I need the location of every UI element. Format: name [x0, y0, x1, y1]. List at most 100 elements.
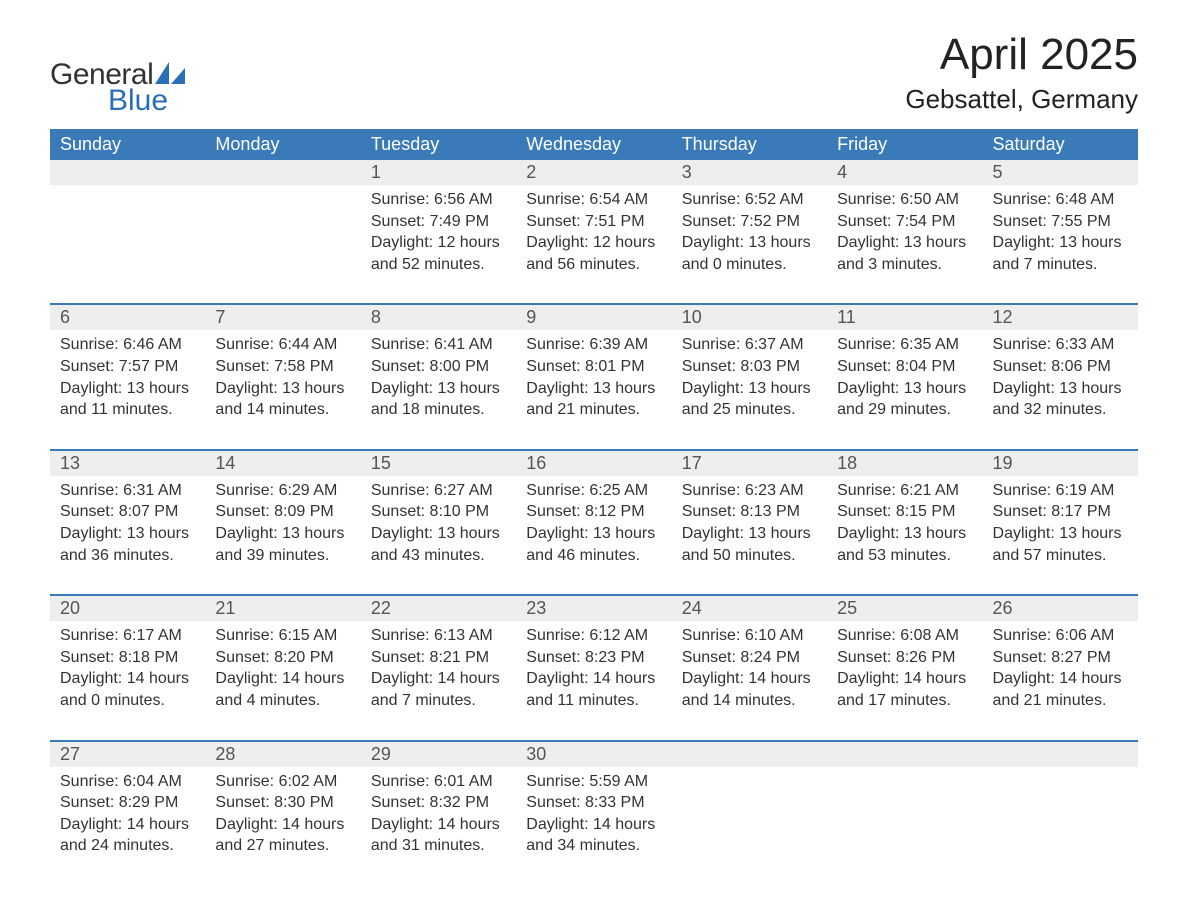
- day-number-cell: 28: [205, 742, 360, 767]
- day-detail-row: Sunrise: 6:17 AMSunset: 8:18 PM Daylight:…: [50, 621, 1138, 740]
- day-number-cell: [205, 160, 360, 185]
- dow-header: Sunday: [50, 129, 205, 160]
- day-number-cell: [983, 742, 1138, 767]
- daylight-line: Daylight: 13 hours and 39 minutes.: [215, 523, 350, 566]
- day-detail-cell: Sunrise: 6:46 AMSunset: 7:57 PMDaylight:…: [50, 330, 205, 449]
- sunset-line: Sunset: 8:18 PM: [60, 647, 195, 669]
- daylight-line: Daylight: 13 hours and 29 minutes.: [837, 378, 972, 421]
- sunset-line: Sunset: 8:32 PM: [371, 792, 506, 814]
- day-detail-cell: Sunrise: 6:29 AMSunset: 8:09 PMDaylight:…: [205, 476, 360, 595]
- dow-header: Wednesday: [516, 129, 671, 160]
- sunset-line: Sunset: 8:27 PM: [993, 647, 1128, 669]
- sunset-line: Sunset: 8:06 PM: [993, 356, 1128, 378]
- sunset-line: Sunset: 8:01 PM: [526, 356, 661, 378]
- daylight-line: Daylight: 13 hours and 53 minutes.: [837, 523, 972, 566]
- day-number-cell: 15: [361, 451, 516, 476]
- sunset-line: Sunset: 8:17 PM: [993, 501, 1128, 523]
- daylight-line: Daylight: 14 hours and 4 minutes.: [215, 668, 350, 711]
- day-detail-cell: Sunrise: 6:56 AMSunset: 7:49 PMDaylight:…: [361, 185, 516, 304]
- day-detail-cell: Sunrise: 6:52 AMSunset: 7:52 PMDaylight:…: [672, 185, 827, 304]
- day-detail-cell: Sunrise: 6:17 AMSunset: 8:18 PMDaylight:…: [50, 621, 205, 740]
- day-detail-cell: Sunrise: 6:19 AMSunset: 8:17 PMDaylight:…: [983, 476, 1138, 595]
- sunset-line: Sunset: 8:29 PM: [60, 792, 195, 814]
- sunset-line: Sunset: 8:12 PM: [526, 501, 661, 523]
- day-number-cell: 22: [361, 596, 516, 621]
- daylight-line: Daylight: 13 hours and 18 minutes.: [371, 378, 506, 421]
- day-detail-cell: Sunrise: 6:48 AMSunset: 7:55 PMDaylight:…: [983, 185, 1138, 304]
- day-number-cell: 10: [672, 305, 827, 330]
- day-detail-cell: [983, 767, 1138, 885]
- day-detail-row: Sunrise: 6:56 AMSunset: 7:49 PMDaylight:…: [50, 185, 1138, 304]
- day-number-cell: 24: [672, 596, 827, 621]
- sunset-line: Sunset: 8:09 PM: [215, 501, 350, 523]
- day-number-cell: 18: [827, 451, 982, 476]
- day-detail-cell: [827, 767, 982, 885]
- day-detail-cell: Sunrise: 6:37 AMSunset: 8:03 PMDaylight:…: [672, 330, 827, 449]
- day-detail-cell: Sunrise: 6:06 AMSunset: 8:27 PMDaylight:…: [983, 621, 1138, 740]
- daylight-line: Daylight: 14 hours and 21 minutes.: [993, 668, 1128, 711]
- day-number-row: 20212223242526: [50, 596, 1138, 621]
- day-detail-cell: Sunrise: 6:02 AMSunset: 8:30 PMDaylight:…: [205, 767, 360, 885]
- day-detail-cell: Sunrise: 6:23 AMSunset: 8:13 PMDaylight:…: [672, 476, 827, 595]
- day-number-row: 13141516171819: [50, 451, 1138, 476]
- sunset-line: Sunset: 8:00 PM: [371, 356, 506, 378]
- day-number-cell: 4: [827, 160, 982, 185]
- day-number-cell: 11: [827, 305, 982, 330]
- daylight-line: Daylight: 14 hours and 14 minutes.: [682, 668, 817, 711]
- day-number-cell: 23: [516, 596, 671, 621]
- sunset-line: Sunset: 8:13 PM: [682, 501, 817, 523]
- daylight-line: Daylight: 13 hours and 11 minutes.: [60, 378, 195, 421]
- sunset-line: Sunset: 8:20 PM: [215, 647, 350, 669]
- sunrise-line: Sunrise: 6:17 AM: [60, 625, 195, 647]
- day-number-cell: 27: [50, 742, 205, 767]
- sunrise-line: Sunrise: 6:54 AM: [526, 189, 661, 211]
- sunset-line: Sunset: 8:03 PM: [682, 356, 817, 378]
- sunrise-line: Sunrise: 6:35 AM: [837, 334, 972, 356]
- sunset-line: Sunset: 7:49 PM: [371, 211, 506, 233]
- daylight-line: Daylight: 14 hours and 17 minutes.: [837, 668, 972, 711]
- sunrise-line: Sunrise: 6:12 AM: [526, 625, 661, 647]
- day-detail-row: Sunrise: 6:31 AMSunset: 8:07 PMDaylight:…: [50, 476, 1138, 595]
- day-detail-cell: Sunrise: 6:01 AMSunset: 8:32 PMDaylight:…: [361, 767, 516, 885]
- sunrise-line: Sunrise: 6:27 AM: [371, 480, 506, 502]
- sunset-line: Sunset: 8:15 PM: [837, 501, 972, 523]
- daylight-line: Daylight: 13 hours and 50 minutes.: [682, 523, 817, 566]
- day-number-cell: 6: [50, 305, 205, 330]
- day-number-cell: 7: [205, 305, 360, 330]
- day-number-cell: 25: [827, 596, 982, 621]
- day-number-cell: 30: [516, 742, 671, 767]
- day-detail-cell: Sunrise: 5:59 AMSunset: 8:33 PMDaylight:…: [516, 767, 671, 885]
- daylight-line: Daylight: 14 hours and 27 minutes.: [215, 814, 350, 857]
- sunset-line: Sunset: 8:04 PM: [837, 356, 972, 378]
- sunset-line: Sunset: 7:55 PM: [993, 211, 1128, 233]
- daylight-line: Daylight: 13 hours and 57 minutes.: [993, 523, 1128, 566]
- day-detail-cell: [50, 185, 205, 304]
- day-number-cell: 3: [672, 160, 827, 185]
- daylight-line: Daylight: 13 hours and 32 minutes.: [993, 378, 1128, 421]
- calendar-table: SundayMondayTuesdayWednesdayThursdayFrid…: [50, 129, 1138, 885]
- sunset-line: Sunset: 8:30 PM: [215, 792, 350, 814]
- sunrise-line: Sunrise: 6:50 AM: [837, 189, 972, 211]
- daylight-line: Daylight: 14 hours and 11 minutes.: [526, 668, 661, 711]
- sunset-line: Sunset: 8:26 PM: [837, 647, 972, 669]
- day-detail-cell: Sunrise: 6:25 AMSunset: 8:12 PMDaylight:…: [516, 476, 671, 595]
- day-detail-cell: Sunrise: 6:15 AMSunset: 8:20 PMDaylight:…: [205, 621, 360, 740]
- day-number-cell: 14: [205, 451, 360, 476]
- sunset-line: Sunset: 7:58 PM: [215, 356, 350, 378]
- sunset-line: Sunset: 8:21 PM: [371, 647, 506, 669]
- daylight-line: Daylight: 14 hours and 34 minutes.: [526, 814, 661, 857]
- day-number-cell: 26: [983, 596, 1138, 621]
- daylight-line: Daylight: 13 hours and 43 minutes.: [371, 523, 506, 566]
- day-detail-cell: Sunrise: 6:41 AMSunset: 8:00 PMDaylight:…: [361, 330, 516, 449]
- sunrise-line: Sunrise: 6:15 AM: [215, 625, 350, 647]
- sunrise-line: Sunrise: 6:44 AM: [215, 334, 350, 356]
- daylight-line: Daylight: 12 hours and 56 minutes.: [526, 232, 661, 275]
- day-detail-cell: Sunrise: 6:13 AMSunset: 8:21 PMDaylight:…: [361, 621, 516, 740]
- day-detail-cell: Sunrise: 6:54 AMSunset: 7:51 PMDaylight:…: [516, 185, 671, 304]
- sunrise-line: Sunrise: 6:13 AM: [371, 625, 506, 647]
- sunrise-line: Sunrise: 6:01 AM: [371, 771, 506, 793]
- daylight-line: Daylight: 12 hours and 52 minutes.: [371, 232, 506, 275]
- day-detail-cell: Sunrise: 6:21 AMSunset: 8:15 PMDaylight:…: [827, 476, 982, 595]
- dow-header: Monday: [205, 129, 360, 160]
- sunrise-line: Sunrise: 6:33 AM: [993, 334, 1128, 356]
